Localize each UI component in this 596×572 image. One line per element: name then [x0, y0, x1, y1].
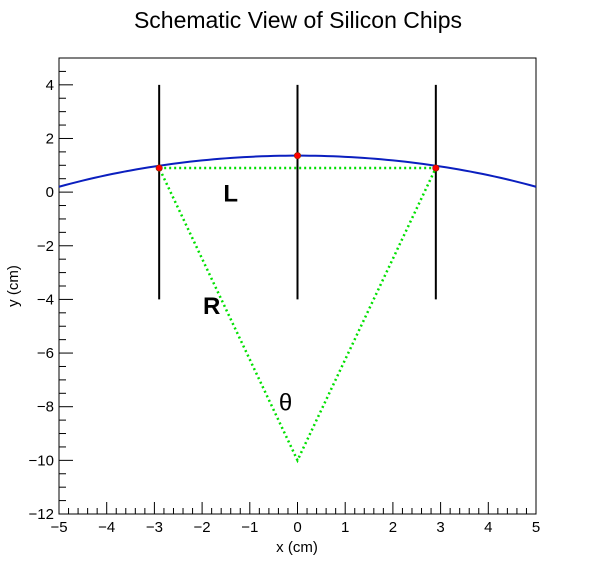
hit-point [432, 164, 440, 172]
x-tick-label: 1 [341, 519, 349, 536]
x-tick-label: −2 [194, 519, 211, 536]
y-axis-label: y (cm) [5, 265, 22, 307]
x-tick-label: 3 [436, 519, 444, 536]
annotation-label: R [203, 293, 220, 320]
hit-point [155, 164, 163, 172]
x-tick-label: −3 [146, 519, 163, 536]
y-tick-label: −2 [37, 238, 54, 255]
y-tick-label: −8 [37, 399, 54, 416]
y-tick-label: 4 [46, 77, 54, 94]
x-tick-label: 5 [532, 519, 540, 536]
x-tick-label: −4 [98, 519, 115, 536]
chart-title: Schematic View of Silicon Chips [134, 7, 462, 33]
y-tick-label: −12 [29, 506, 54, 523]
x-axis-label: x (cm) [276, 539, 318, 556]
y-tick-label: −4 [37, 291, 54, 308]
annotation-label: θ [279, 390, 292, 417]
hit-point [293, 152, 301, 160]
y-tick-label: 0 [46, 184, 54, 201]
x-tick-label: 0 [293, 519, 301, 536]
x-tick-label: 2 [389, 519, 397, 536]
x-tick-label: 4 [484, 519, 492, 536]
y-tick-label: −10 [29, 452, 54, 469]
triangle-dotted [157, 166, 438, 464]
x-tick-label: −5 [50, 519, 67, 536]
y-tick-label: 2 [46, 130, 54, 147]
annotation-label: L [223, 181, 238, 208]
y-tick-label: −6 [37, 345, 54, 362]
x-tick-label: −1 [241, 519, 258, 536]
plot-area: L Rθ [58, 84, 537, 464]
